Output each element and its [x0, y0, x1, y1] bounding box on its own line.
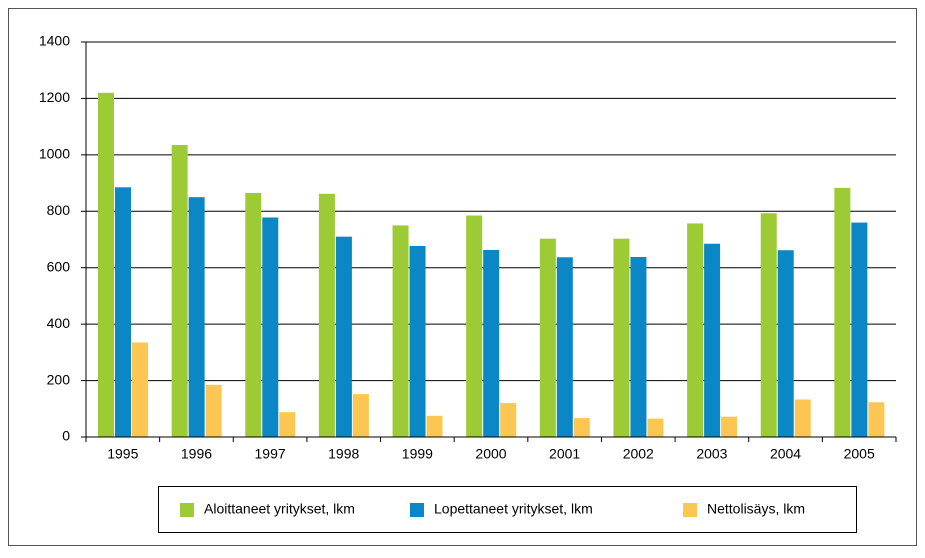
legend-label: Nettolisäys, lkm — [707, 501, 805, 517]
bar — [777, 250, 794, 437]
x-tick-label: 2004 — [770, 446, 801, 462]
bar — [409, 245, 426, 437]
bar — [262, 217, 279, 437]
x-tick-label: 2003 — [696, 446, 727, 462]
bar — [98, 92, 114, 438]
bar — [426, 415, 443, 437]
bar — [188, 197, 205, 437]
legend-label: Lopettaneet yritykset, lkm — [434, 501, 593, 517]
bar — [704, 243, 721, 437]
bar — [834, 187, 851, 437]
bar — [483, 249, 500, 437]
y-tick-label: 1400 — [39, 33, 70, 49]
bar — [205, 384, 222, 437]
y-tick-label: 0 — [62, 428, 70, 444]
x-tick-label: 1995 — [107, 446, 138, 462]
bar — [115, 187, 131, 437]
y-tick-label: 800 — [47, 202, 71, 218]
bar — [630, 256, 647, 437]
y-tick-label: 600 — [47, 258, 71, 274]
bar — [500, 403, 517, 437]
bar — [647, 418, 664, 437]
bar — [539, 238, 556, 437]
y-tick-label: 200 — [47, 371, 71, 387]
y-tick-label: 1200 — [39, 89, 70, 105]
bar — [279, 412, 296, 437]
legend-label: Aloittaneet yritykset, lkm — [204, 501, 355, 517]
legend-swatch — [180, 503, 194, 517]
legend-box — [158, 486, 857, 533]
bar — [760, 213, 777, 437]
x-tick-label: 1998 — [328, 446, 359, 462]
x-tick-label: 2000 — [475, 446, 506, 462]
legend-swatch — [410, 503, 424, 517]
x-tick-label: 2001 — [549, 446, 580, 462]
x-tick-label: 2005 — [844, 446, 875, 462]
bar — [171, 144, 188, 437]
chart-frame — [8, 8, 917, 546]
y-tick-label: 1000 — [39, 146, 70, 162]
bar — [392, 225, 409, 437]
bar — [573, 418, 590, 437]
bar — [132, 342, 148, 437]
bar — [466, 215, 483, 437]
bar — [352, 394, 369, 437]
bar — [687, 223, 704, 437]
bar — [613, 238, 630, 437]
y-tick-label: 400 — [47, 315, 71, 331]
bar — [335, 236, 352, 437]
x-tick-label: 2002 — [623, 446, 654, 462]
bar — [721, 416, 738, 437]
legend-swatch — [683, 503, 697, 517]
bar — [868, 402, 885, 437]
bar — [851, 222, 868, 437]
x-tick-label: 1997 — [255, 446, 286, 462]
bar — [556, 257, 573, 437]
x-tick-label: 1996 — [181, 446, 212, 462]
bar — [245, 192, 262, 437]
bar — [318, 193, 335, 437]
x-tick-label: 1999 — [402, 446, 433, 462]
bar — [794, 399, 811, 437]
